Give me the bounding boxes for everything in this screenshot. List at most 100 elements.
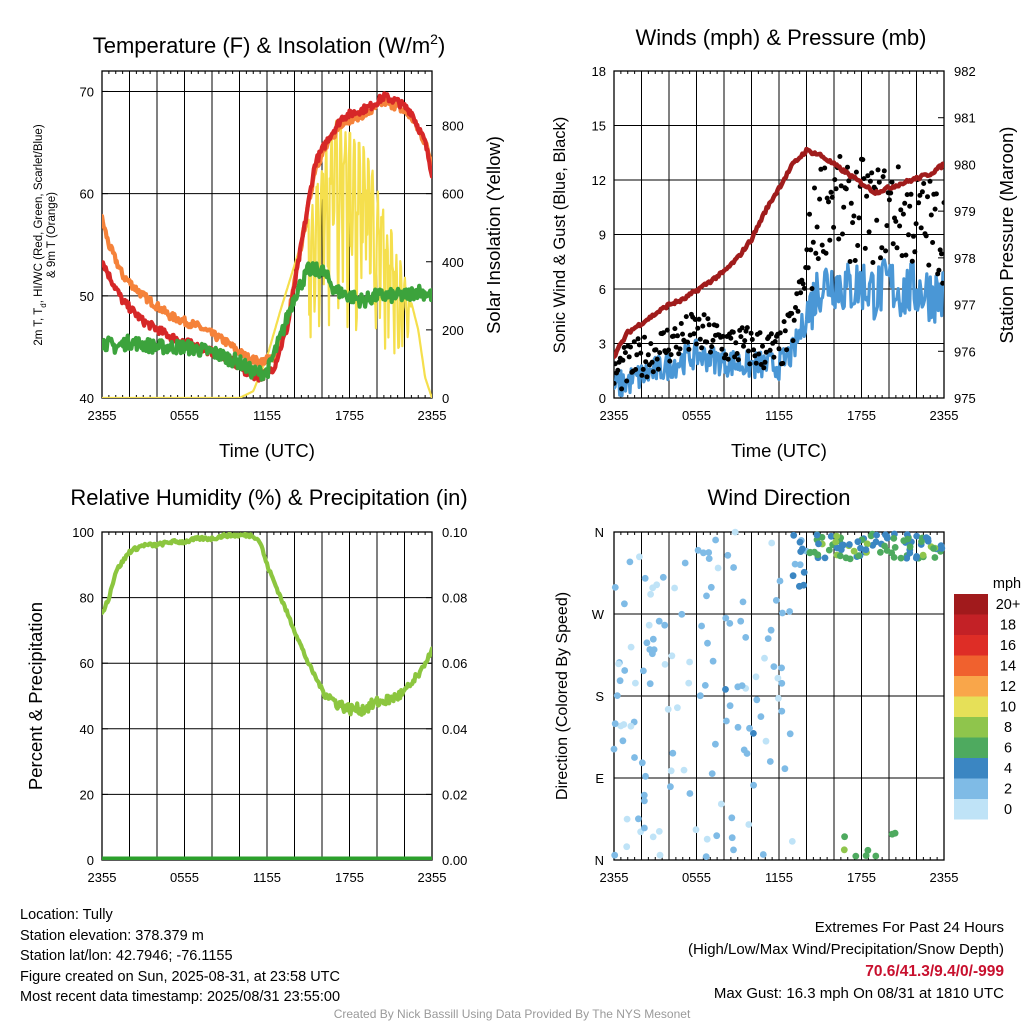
direction-point [649,635,657,643]
direction-point [903,554,911,562]
colorbar-label: 18 [1000,618,1016,634]
direction-point [661,621,669,629]
direction-point [702,853,710,860]
direction-point [761,654,768,662]
gust-point [741,343,746,349]
direction-point [615,660,622,668]
colorbar-label: 0 [1004,802,1012,818]
direction-point [726,702,734,710]
direction-point [740,746,748,754]
direction-xtick-label: 2355 [930,870,959,885]
direction-point [781,765,789,773]
direction-ytick-label: W [592,607,605,622]
gust-point [661,330,666,336]
gust-point [620,357,626,363]
direction-point [734,723,742,731]
gust-point [912,249,918,255]
direction-point [623,815,631,823]
winds-y2label: Station Pressure (Maroon) [996,127,1017,344]
gust-point [696,316,702,322]
colorbar-label: 12 [1000,679,1016,695]
gust-point [676,351,682,357]
winds-xtick-label: 0555 [682,408,711,423]
temperature-y2tick-label: 200 [442,323,464,338]
station-info: Location: Tully Station elevation: 378.3… [20,905,340,1008]
gust-point [714,323,720,329]
temperature-xtick-label: 0555 [170,408,199,423]
direction-point [788,838,796,845]
temperature-y2tick-label: 800 [442,119,464,134]
gust-point [771,354,777,360]
direction-point [627,643,635,651]
gust-point [668,352,674,358]
direction-point [839,541,847,549]
gust-point [867,178,873,184]
direction-point [703,835,711,843]
direction-point [635,815,642,823]
direction-point [775,694,782,702]
colorbar-swatch [954,676,988,697]
gust-point [706,322,712,328]
direction-point [778,707,786,715]
direction-point [779,609,786,617]
pressure-line [614,146,944,360]
direction-point [728,814,736,822]
humidity-y2tick-label: 0.06 [442,656,467,671]
gust-point [898,207,904,213]
direction-point [759,851,767,858]
direction-point [730,564,737,571]
gust-point [710,337,716,343]
gust-point [815,256,821,262]
direction-point [705,555,713,562]
humidity-ylabel: Percent & Precipitation [25,602,46,790]
humidity-xtick-label: 2355 [88,870,117,885]
direction-point [700,549,707,557]
colorbar-label: 16 [1000,638,1016,654]
gust-point [760,343,765,349]
gust-point [890,241,896,247]
extremes-box: Extremes For Past 24 Hours (High/Low/Max… [688,917,1004,1005]
direction-point [821,554,829,562]
direction-point [737,617,745,625]
direction-point [696,692,704,700]
gust-point [719,346,725,352]
gust-point [895,164,901,170]
gust-point [761,365,767,371]
direction-point [840,846,848,854]
direction-point [869,541,877,549]
temperature-series [102,91,432,398]
gust-point [908,191,914,197]
gust-point [822,165,828,171]
gust-point [649,359,655,365]
direction-point [645,621,653,629]
gust-point [695,325,701,331]
humidity-ytick-label: 0 [87,853,94,868]
direction-point [746,724,753,732]
gust-point [921,181,927,186]
direction-point [626,558,634,566]
gust-point [883,248,889,254]
gust-point [855,243,861,248]
direction-xtick-label: 2355 [600,870,629,885]
gust-point [653,347,659,353]
direction-ytick-label: N [595,525,604,540]
direction-point [656,851,664,859]
max-gust: Max Gust: 16.3 mph On 08/31 at 1810 UTC [713,985,1004,1002]
direction-point [786,730,794,738]
direction-point [776,577,784,585]
gust-point [784,347,790,353]
gust-point [906,232,911,238]
direction-point [857,544,864,552]
gust-point [723,352,729,358]
direction-point [631,754,638,761]
direction-point [731,528,739,536]
gust-point [805,265,811,271]
gust-point [694,341,699,347]
colorbar-swatch [954,614,988,635]
gust-point [886,197,892,203]
direction-point [638,759,646,767]
gust-point [843,186,849,192]
gust-point [683,314,689,320]
gust-point [880,174,886,180]
direction-point [620,721,628,728]
